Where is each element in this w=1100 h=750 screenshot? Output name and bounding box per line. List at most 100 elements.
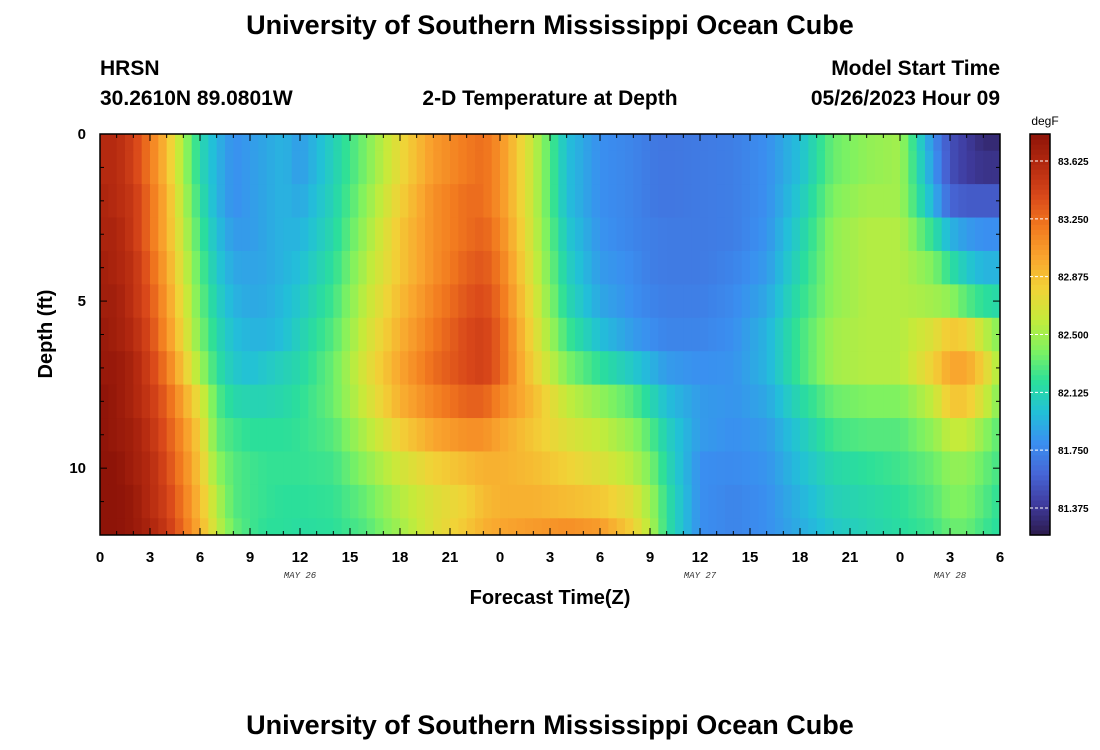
colorbar-segment: [1030, 469, 1050, 476]
heatmap-cell: [383, 217, 393, 252]
heatmap-cell: [800, 418, 809, 453]
heatmap-cell: [733, 418, 743, 453]
heatmap-cell: [191, 217, 201, 252]
heatmap-cell: [675, 451, 684, 486]
heatmap-cell: [508, 418, 518, 453]
heatmap-cell: [633, 451, 643, 486]
heatmap-cell: [450, 150, 459, 185]
heatmap-cell: [416, 317, 426, 352]
heatmap-cell: [108, 250, 118, 285]
heatmap-cell: [758, 384, 768, 419]
heatmap-cell: [441, 150, 451, 185]
heatmap-cell: [183, 351, 193, 386]
heatmap-cell: [658, 418, 668, 453]
colorbar-segment: [1030, 464, 1050, 471]
heatmap-cell: [950, 184, 959, 219]
heatmap-cell: [633, 217, 643, 252]
heatmap-cell: [925, 217, 934, 252]
heatmap-cell: [550, 384, 559, 419]
heatmap-cell: [925, 317, 934, 352]
heatmap-cell: [600, 217, 609, 252]
heatmap-cell: [258, 451, 268, 486]
heatmap-cell: [416, 384, 426, 419]
heatmap-cell: [533, 284, 543, 319]
heatmap-cell: [966, 451, 976, 486]
heatmap-cell: [816, 250, 826, 285]
heatmap-cell: [958, 250, 968, 285]
heatmap-cell: [183, 518, 193, 535]
heatmap-cell: [916, 284, 926, 319]
x-tick-label: 0: [496, 549, 504, 566]
heatmap-cell: [333, 351, 343, 386]
heatmap-cell: [591, 518, 601, 535]
heatmap-cell: [841, 284, 851, 319]
heatmap-cell: [333, 451, 343, 486]
colorbar-segment: [1030, 414, 1050, 421]
heatmap-cell: [666, 384, 676, 419]
heatmap-cell: [775, 384, 784, 419]
heatmap-cell: [291, 484, 301, 519]
heatmap-cell: [975, 351, 984, 386]
heatmap-cell: [366, 484, 376, 519]
heatmap-cell: [116, 418, 126, 453]
heatmap-cell: [891, 184, 901, 219]
heatmap-cell: [683, 217, 693, 252]
heatmap-cell: [150, 284, 159, 319]
heatmap-cell: [741, 150, 751, 185]
heatmap-cell: [541, 134, 551, 152]
heatmap-cell: [466, 451, 476, 486]
heatmap-cell: [233, 418, 243, 453]
colorbar-segment: [1030, 329, 1050, 336]
heatmap-cell: [483, 134, 493, 152]
heatmap-cell: [850, 250, 859, 285]
heatmap-cell: [641, 451, 651, 486]
heatmap-cell: [433, 284, 443, 319]
heatmap-cell: [991, 150, 1000, 185]
heatmap-cell: [966, 384, 976, 419]
heatmap-cell: [466, 384, 476, 419]
heatmap-cell: [458, 150, 468, 185]
heatmap-cell: [291, 184, 301, 219]
heatmap-cell: [258, 484, 268, 519]
colorbar-segment: [1030, 484, 1050, 491]
heatmap-cell: [333, 384, 343, 419]
heatmap-cell: [283, 184, 293, 219]
heatmap-cell: [991, 184, 1000, 219]
heatmap-cell: [308, 317, 318, 352]
heatmap-cell: [783, 484, 793, 519]
colorbar-segment: [1030, 229, 1050, 235]
heatmap-cell: [291, 418, 301, 453]
heatmap-cell: [116, 518, 126, 535]
heatmap-cell: [858, 250, 868, 285]
heatmap-cell: [233, 317, 243, 352]
heatmap-cell: [891, 484, 901, 519]
heatmap-cell: [650, 250, 659, 285]
colorbar-segment: [1030, 169, 1050, 175]
heatmap-cell: [441, 451, 451, 486]
heatmap-cell: [200, 134, 209, 152]
heatmap-cell: [108, 384, 118, 419]
heatmap-cell: [466, 250, 476, 285]
heatmap-cell: [800, 150, 809, 185]
heatmap-cell: [183, 418, 193, 453]
heatmap-cell: [925, 284, 934, 319]
heatmap-cell: [758, 284, 768, 319]
colorbar-segment: [1030, 159, 1050, 165]
heatmap-cell: [233, 150, 243, 185]
heatmap-cell: [416, 150, 426, 185]
heatmap-cell: [300, 284, 309, 319]
colorbar-segment: [1030, 359, 1050, 366]
heatmap-cell: [991, 250, 1000, 285]
heatmap-cell: [825, 184, 834, 219]
heatmap-cell: [300, 484, 309, 519]
heatmap-cell: [275, 451, 284, 486]
heatmap-cell: [233, 384, 243, 419]
heatmap-cell: [733, 217, 743, 252]
heatmap-cell: [966, 284, 976, 319]
heatmap-cell: [991, 217, 1000, 252]
heatmap-cell: [533, 451, 543, 486]
heatmap-cell: [816, 284, 826, 319]
heatmap-cell: [750, 384, 759, 419]
heatmap-cell: [508, 384, 518, 419]
heatmap-cell: [291, 150, 301, 185]
